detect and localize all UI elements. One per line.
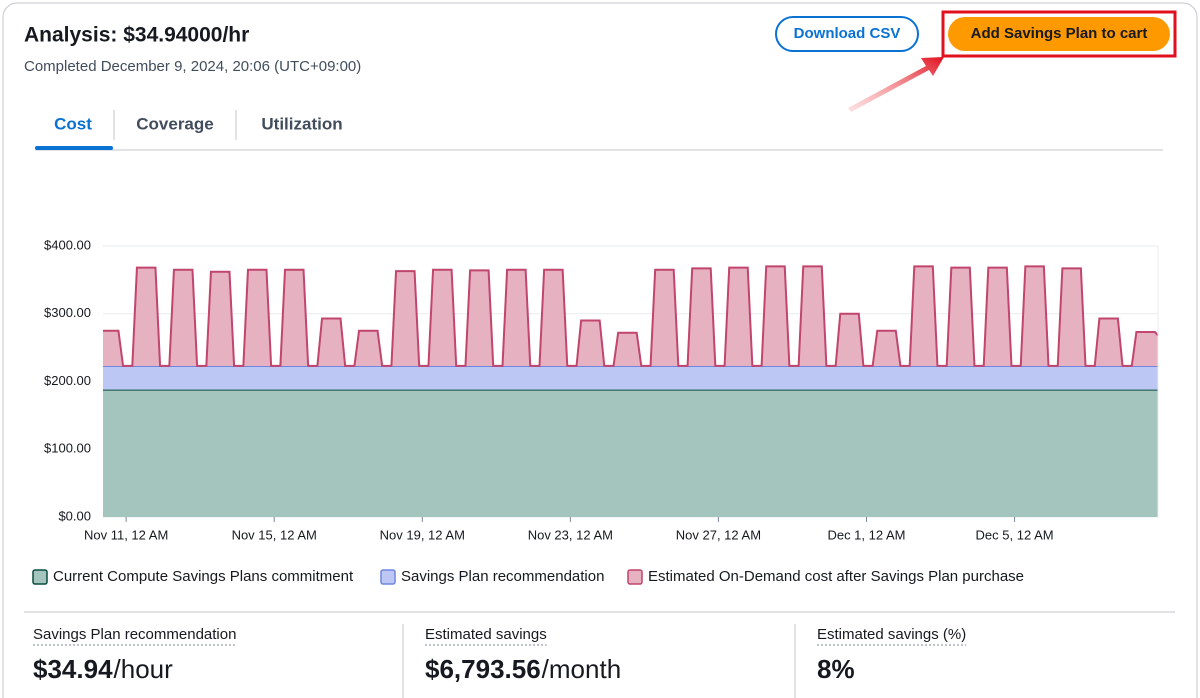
legend-label: Current Compute Savings Plans commitment bbox=[53, 568, 354, 585]
legend-swatch bbox=[627, 569, 643, 585]
tab[interactable]: Cost bbox=[54, 114, 92, 133]
area bbox=[103, 389, 1158, 517]
x-tick-label: Dec 5, 12 AM bbox=[976, 527, 1054, 542]
area bbox=[103, 365, 1158, 390]
tab-underline bbox=[35, 146, 113, 150]
summary-value: 8% bbox=[817, 654, 855, 684]
download-label[interactable]: Download CSV bbox=[794, 25, 901, 42]
x-tick-label: Nov 19, 12 AM bbox=[380, 527, 465, 542]
summary-value: $34.94 bbox=[33, 654, 113, 684]
x-tick-label: Dec 1, 12 AM bbox=[827, 527, 905, 542]
summary-label: Savings Plan recommendation bbox=[33, 626, 236, 643]
legend-swatch bbox=[380, 569, 396, 585]
summary-label: Estimated savings bbox=[425, 626, 547, 643]
y-tick-label: $300.00 bbox=[44, 305, 91, 320]
legend-label: Estimated On-Demand cost after Savings P… bbox=[648, 568, 1024, 585]
download-button[interactable] bbox=[775, 16, 919, 52]
y-tick-label: $200.00 bbox=[44, 373, 91, 388]
subtitle: Completed December 9, 2024, 20:06 (UTC+0… bbox=[24, 58, 361, 75]
summary-unit: /month bbox=[542, 654, 622, 684]
cart-button[interactable] bbox=[948, 17, 1170, 51]
title: Analysis: $34.94000/hr bbox=[24, 24, 249, 47]
arrow bbox=[848, 57, 944, 112]
summary-unit: /hour bbox=[114, 654, 174, 684]
x-tick-label: Nov 23, 12 AM bbox=[528, 527, 613, 542]
x-tick-label: Nov 27, 12 AM bbox=[676, 527, 761, 542]
highlight-box bbox=[941, 10, 1177, 58]
legend-swatch bbox=[32, 569, 48, 585]
legend-label: Savings Plan recommendation bbox=[401, 568, 604, 585]
y-tick-label: $100.00 bbox=[44, 441, 91, 456]
x-tick-label: Nov 11, 12 AM bbox=[84, 527, 168, 542]
tab[interactable]: Coverage bbox=[136, 114, 213, 133]
summary-value: $6,793.56 bbox=[425, 654, 541, 684]
tab[interactable]: Utilization bbox=[261, 114, 342, 133]
y-tick-label: $400.00 bbox=[44, 237, 91, 252]
summary-label: Estimated savings (%) bbox=[817, 626, 966, 643]
cart-label[interactable]: Add Savings Plan to cart bbox=[971, 25, 1148, 42]
y-tick-label: $0.00 bbox=[58, 508, 91, 523]
area bbox=[103, 266, 1158, 366]
x-tick-label: Nov 15, 12 AM bbox=[232, 527, 317, 542]
series-line bbox=[103, 265, 1159, 367]
